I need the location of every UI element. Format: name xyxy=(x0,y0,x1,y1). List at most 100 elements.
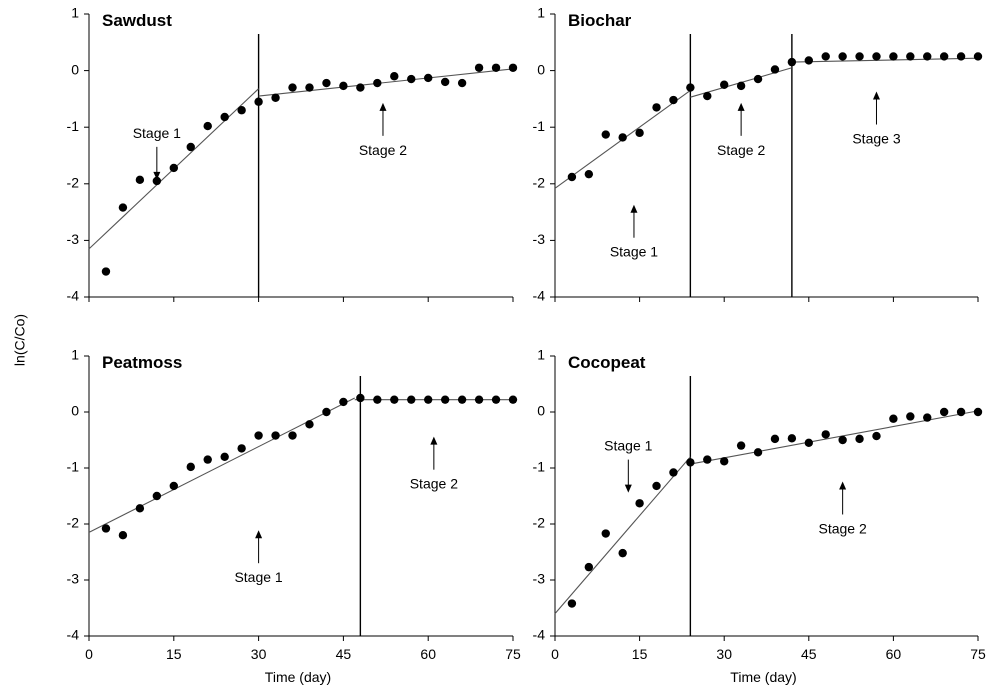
data-point xyxy=(821,52,830,61)
data-point xyxy=(618,548,627,558)
y-tick-label: -4 xyxy=(533,288,546,304)
data-point xyxy=(838,52,847,61)
data-point xyxy=(872,431,881,441)
annotation-arrow-head xyxy=(255,530,263,539)
stage-annotation: Stage 2 xyxy=(410,476,458,492)
data-point xyxy=(939,407,949,417)
data-point xyxy=(889,52,898,61)
data-point xyxy=(474,63,484,72)
data-point xyxy=(703,91,712,101)
data-point xyxy=(339,81,348,91)
stage-annotation: Stage 3 xyxy=(852,131,900,147)
data-point xyxy=(906,52,915,61)
data-point xyxy=(923,52,932,61)
annotation-arrow-head xyxy=(379,102,387,111)
data-point xyxy=(101,267,111,276)
y-axis-label: ln(C/Co) xyxy=(12,314,28,366)
y-tick-label: 0 xyxy=(71,61,79,77)
data-point xyxy=(440,395,450,404)
data-point xyxy=(736,441,746,450)
x-tick-label: 75 xyxy=(970,646,986,662)
data-point xyxy=(373,78,382,88)
x-tick-label: 45 xyxy=(336,646,352,662)
panel-title: Biochar xyxy=(568,11,632,30)
data-point xyxy=(889,414,898,423)
data-point xyxy=(407,395,416,404)
data-point xyxy=(635,499,644,508)
data-point xyxy=(203,455,212,464)
fit-line xyxy=(791,57,979,63)
y-tick-label: 1 xyxy=(537,347,545,363)
data-point xyxy=(288,431,297,440)
data-point xyxy=(424,73,433,83)
data-point xyxy=(373,395,382,404)
x-tick-label: 30 xyxy=(251,646,267,662)
data-point xyxy=(508,63,518,72)
data-point xyxy=(635,128,644,138)
data-point xyxy=(669,468,678,477)
data-point xyxy=(390,72,399,81)
data-point xyxy=(220,112,229,122)
annotation-arrow-head xyxy=(839,481,847,490)
data-point xyxy=(973,407,983,417)
data-point xyxy=(356,83,365,92)
data-point xyxy=(152,491,162,501)
data-point xyxy=(271,431,280,440)
data-point xyxy=(973,52,983,61)
data-point xyxy=(584,169,594,179)
data-point xyxy=(923,413,932,422)
data-point xyxy=(237,444,246,453)
data-point xyxy=(254,431,263,440)
chart-panels: 1 0 -1 -2 -3 -4 Stage 1 Stage 2 Sawdust 1 0 -1 -2 -3 -… xyxy=(67,5,986,685)
data-point xyxy=(491,63,501,72)
y-tick-label: 1 xyxy=(71,5,79,21)
stage-annotation: Stage 1 xyxy=(234,569,282,585)
annotation-arrow-head xyxy=(872,91,880,100)
x-tick-label: 45 xyxy=(801,646,817,662)
stage-annotation: Stage 1 xyxy=(610,244,658,260)
data-point xyxy=(601,529,610,538)
data-point xyxy=(720,80,729,89)
x-tick-label: 60 xyxy=(886,646,902,662)
y-tick-label: -4 xyxy=(67,288,80,304)
y-tick-label: -3 xyxy=(533,571,546,587)
data-point xyxy=(152,176,162,186)
stage-annotation: Stage 2 xyxy=(717,142,765,158)
annotation-arrow-head xyxy=(153,171,161,180)
data-point xyxy=(804,56,813,65)
panel-title: Sawdust xyxy=(102,11,172,30)
data-point xyxy=(237,106,246,115)
x-tick-label: 30 xyxy=(716,646,732,662)
data-point xyxy=(288,83,297,92)
data-point xyxy=(584,562,594,572)
y-tick-label: 1 xyxy=(71,347,79,363)
stage-annotation: Stage 1 xyxy=(133,125,181,141)
y-tick-label: 0 xyxy=(537,403,545,419)
data-point xyxy=(703,455,712,464)
fit-line xyxy=(554,456,691,614)
data-point xyxy=(203,121,212,131)
data-point xyxy=(118,531,128,540)
data-point xyxy=(956,52,966,61)
data-point xyxy=(322,78,331,88)
data-point xyxy=(567,599,577,608)
y-tick-label: -1 xyxy=(533,118,546,134)
data-point xyxy=(407,74,416,84)
x-axis-label: Time (day) xyxy=(730,669,796,685)
annotation-arrow-head xyxy=(430,436,438,445)
fit-line xyxy=(690,410,979,465)
fit-line xyxy=(88,397,355,533)
data-point xyxy=(838,435,847,445)
y-tick-label: -1 xyxy=(67,118,80,134)
y-tick-label: 0 xyxy=(537,61,545,77)
data-point xyxy=(618,133,627,142)
annotation-arrow-head xyxy=(630,204,638,213)
x-tick-label: 15 xyxy=(632,646,648,662)
data-point xyxy=(669,95,678,105)
stage-annotation: Stage 1 xyxy=(604,438,652,454)
data-point xyxy=(906,412,915,421)
data-point xyxy=(770,434,780,444)
data-point xyxy=(305,83,314,92)
data-point xyxy=(872,52,881,61)
